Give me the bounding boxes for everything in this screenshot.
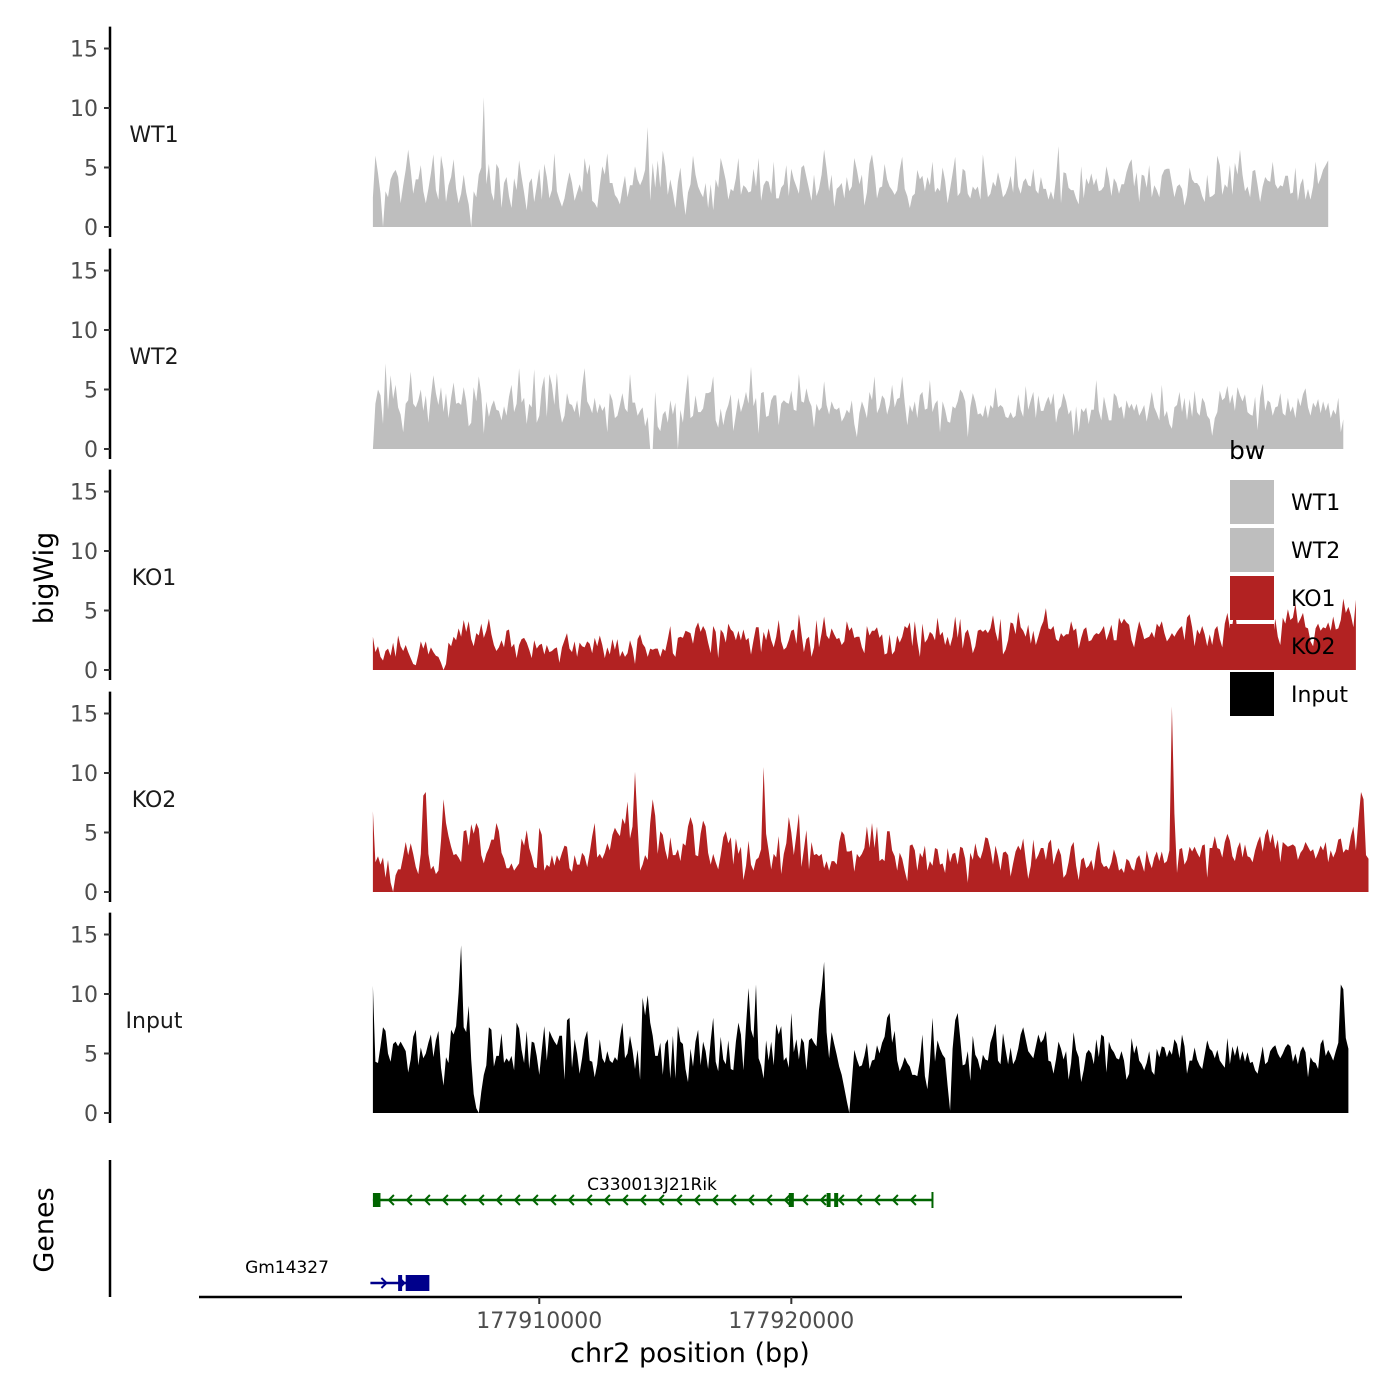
exon-block <box>826 1193 831 1207</box>
strand-arrow <box>909 1194 917 1206</box>
gene-label: C330013J21Rik <box>587 1175 717 1195</box>
legend-label: Input <box>1291 683 1348 708</box>
strand-arrow <box>873 1194 881 1206</box>
exon-block <box>398 1275 403 1291</box>
exon-block <box>405 1275 429 1291</box>
strand-arrow <box>837 1194 845 1206</box>
legend-label: KO2 <box>1291 635 1336 660</box>
track-label: Input <box>126 1009 183 1034</box>
strand-arrow <box>711 1194 719 1206</box>
exon-block <box>372 1193 381 1207</box>
genes-axis-title: Genes <box>29 1187 60 1272</box>
y-axis-title: bigWig <box>29 532 60 625</box>
strand-arrow <box>657 1194 665 1206</box>
strand-arrow <box>531 1194 539 1206</box>
track-wt2: 0 5 10 15 WT2 <box>70 248 1344 463</box>
y-tick-label: 15 <box>70 703 98 728</box>
track-label: WT2 <box>129 345 178 370</box>
legend-label: KO1 <box>1291 587 1336 612</box>
exon-block <box>788 1193 794 1207</box>
signal-area-ko1 <box>372 598 1356 670</box>
y-tick-label: 10 <box>70 983 98 1008</box>
legend-key-ko1 <box>1230 576 1274 620</box>
gene-c330013j21rik: C330013J21Rik <box>372 1175 934 1208</box>
track-label: WT1 <box>129 123 178 148</box>
track-wt1: 0 5 10 15 WT1 <box>70 26 1329 241</box>
y-tick-label: 10 <box>70 319 98 344</box>
strand-arrow <box>765 1194 773 1206</box>
track-ko1: 0 5 10 15 KO1 <box>70 469 1356 684</box>
strand-arrow <box>441 1194 449 1206</box>
y-tick-label: 0 <box>84 438 98 463</box>
x-tick-label: 177920000 <box>728 1309 854 1334</box>
y-tick-label: 0 <box>84 659 98 684</box>
exon-block <box>834 1193 839 1207</box>
strand-arrow <box>603 1194 611 1206</box>
strand-arrow <box>567 1194 575 1206</box>
track-label: KO2 <box>132 788 177 813</box>
signal-area-wt1 <box>372 97 1329 227</box>
signal-area-wt2 <box>372 363 1344 449</box>
strand-arrow <box>549 1194 557 1206</box>
legend-label: WT2 <box>1291 539 1340 564</box>
strand-arrow <box>801 1194 809 1206</box>
strand-arrow <box>675 1194 683 1206</box>
y-tick-label: 15 <box>70 260 98 285</box>
strand-arrow <box>380 1277 388 1289</box>
y-tick-label: 5 <box>84 157 98 182</box>
strand-arrow <box>513 1194 521 1206</box>
legend-key-wt2 <box>1230 528 1274 572</box>
y-tick-label: 10 <box>70 97 98 122</box>
legend: bw WT1 WT2 KO1 KO2 Input <box>1229 436 1348 716</box>
y-tick-label: 0 <box>84 1102 98 1127</box>
y-tick-label: 5 <box>84 600 98 625</box>
track-label: KO1 <box>132 566 177 591</box>
strand-arrow <box>621 1194 629 1206</box>
strand-arrow <box>747 1194 755 1206</box>
strand-arrow <box>819 1194 827 1206</box>
track-ko2: 0 5 10 15 KO2 <box>70 691 1369 906</box>
signal-area-input <box>372 945 1349 1113</box>
x-axis: 177910000 177920000 <box>199 1295 1182 1334</box>
legend-key-wt1 <box>1230 480 1274 524</box>
gene-label: Gm14327 <box>245 1258 329 1278</box>
strand-arrow <box>585 1194 593 1206</box>
strand-arrow <box>495 1194 503 1206</box>
strand-arrow <box>693 1194 701 1206</box>
legend-key-ko2 <box>1230 624 1274 668</box>
strand-arrow <box>423 1194 431 1206</box>
y-tick-label: 10 <box>70 540 98 565</box>
strand-arrow <box>387 1194 395 1206</box>
legend-title: bw <box>1229 436 1265 465</box>
y-tick-label: 0 <box>84 216 98 241</box>
legend-key-input <box>1230 672 1274 716</box>
x-tick-label: 177910000 <box>476 1309 602 1334</box>
strand-arrow <box>477 1194 485 1206</box>
gene-track: C330013J21Rik Gm14327 <box>108 1160 934 1297</box>
strand-arrow <box>639 1194 647 1206</box>
y-tick-label: 15 <box>70 924 98 949</box>
tracks: 0 5 10 15 WT1 0 5 10 15 WT2 0 5 10 15 KO1 0 5 10 15 KO2 0 5 10… <box>70 26 1369 1127</box>
x-axis-title: chr2 position (bp) <box>570 1338 810 1369</box>
y-tick-label: 15 <box>70 481 98 506</box>
y-tick-label: 5 <box>84 379 98 404</box>
strand-arrow <box>405 1194 413 1206</box>
y-tick-label: 15 <box>70 38 98 63</box>
legend-label: WT1 <box>1291 491 1340 516</box>
signal-area-ko2 <box>372 706 1369 892</box>
gene-gm14327: Gm14327 <box>245 1258 430 1291</box>
track-input: 0 5 10 15 Input <box>70 912 1349 1127</box>
strand-arrow <box>729 1194 737 1206</box>
y-tick-label: 0 <box>84 881 98 906</box>
strand-arrow <box>459 1194 467 1206</box>
strand-arrow <box>891 1194 899 1206</box>
strand-arrow <box>855 1194 863 1206</box>
y-tick-label: 5 <box>84 822 98 847</box>
y-tick-label: 5 <box>84 1043 98 1068</box>
y-tick-label: 10 <box>70 762 98 787</box>
strand-arrow <box>783 1194 791 1206</box>
